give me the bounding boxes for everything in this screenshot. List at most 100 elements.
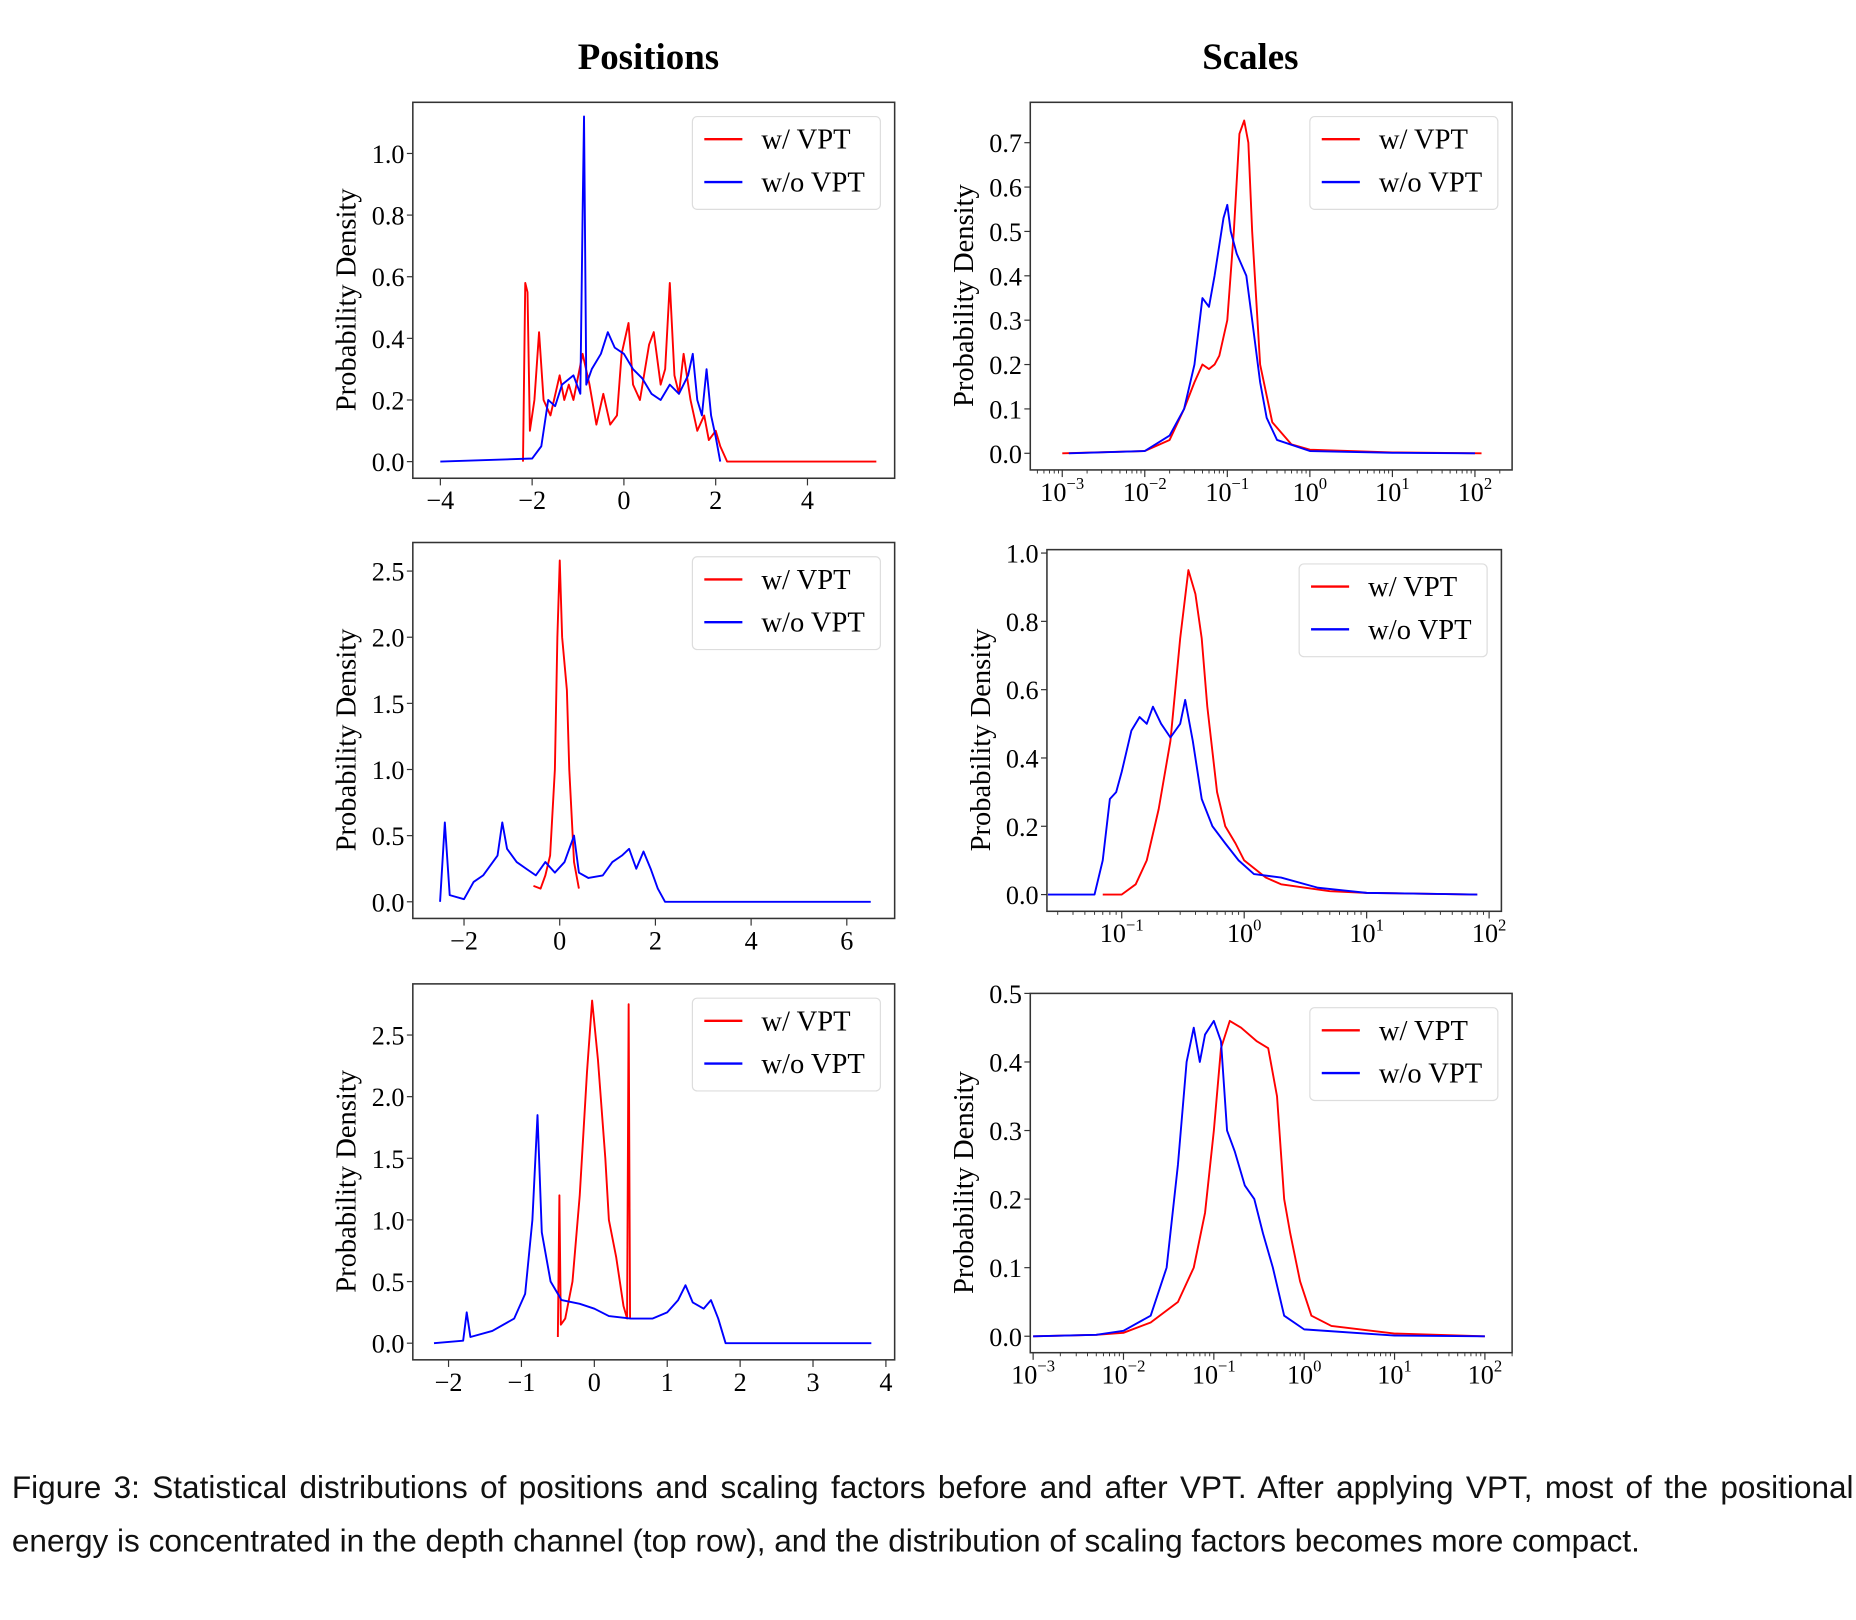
x-tick-label: 10−2 bbox=[1123, 474, 1167, 507]
series-line-w-vpt bbox=[1102, 569, 1478, 896]
x-tick-label: 10−1 bbox=[1100, 915, 1144, 948]
chart-scale-row1: 0.0 0.1 0.2 0.3 0.4 0.5 0.6 0.7 10−3 10−2 10−1 100 1… bbox=[949, 101, 1513, 507]
x-tick-label: −4 bbox=[426, 486, 454, 515]
column-title-positions: Positions bbox=[578, 36, 719, 77]
y-tick-label: 0.0 bbox=[372, 448, 405, 477]
x-tick-label: 100 bbox=[1293, 474, 1327, 507]
y-axis-label: Probability Density bbox=[966, 628, 997, 852]
x-tick-label: 102 bbox=[1472, 915, 1506, 948]
axes-frame bbox=[1046, 548, 1503, 913]
legend: w/ VPT w/o VPT bbox=[691, 556, 881, 651]
x-tick-label: 101 bbox=[1377, 1357, 1411, 1390]
chart-scale-row3: 0.0 0.1 0.2 0.3 0.4 0.5 10−3 10−2 10−1 100 101 102 P… bbox=[949, 980, 1513, 1390]
y-tick-label: 0.4 bbox=[989, 1048, 1022, 1077]
x-tick-label: 101 bbox=[1375, 474, 1409, 507]
legend-label: w/ VPT bbox=[1379, 1016, 1468, 1047]
x-tick-label: 2 bbox=[709, 486, 722, 515]
legend: w/ VPT w/o VPT bbox=[691, 997, 881, 1092]
legend-label: w/o VPT bbox=[761, 168, 864, 199]
x-tick-label: 10−1 bbox=[1192, 1357, 1236, 1390]
series-line-w-vpt bbox=[522, 281, 877, 463]
y-tick-label: 0.6 bbox=[989, 174, 1022, 203]
x-tick-label: 3 bbox=[806, 1368, 819, 1397]
y-tick-label: 0.3 bbox=[989, 1117, 1022, 1146]
axes-frame bbox=[1029, 992, 1513, 1354]
y-tick-label: 0.4 bbox=[1006, 744, 1039, 773]
x-tick-label: 10−1 bbox=[1205, 474, 1249, 507]
y-tick-label: 0.0 bbox=[372, 1330, 405, 1359]
y-tick-label: 1.0 bbox=[372, 756, 405, 785]
legend: w/ VPT w/o VPT bbox=[1298, 563, 1488, 658]
y-tick-label: 0.0 bbox=[989, 1323, 1022, 1352]
y-tick-label: 0.0 bbox=[989, 440, 1022, 469]
figure-caption: Figure 3: Statistical distributions of p… bbox=[11, 1469, 1854, 1559]
y-tick-label: 0.8 bbox=[1006, 608, 1039, 637]
y-tick-label: 0.5 bbox=[372, 1268, 405, 1297]
series-line-wo-vpt bbox=[440, 115, 722, 463]
y-tick-label: 0.5 bbox=[989, 218, 1022, 247]
chart-scale-row2: 0.0 0.2 0.4 0.6 0.8 1.0 10−1 100 101 102 Probabili… bbox=[966, 540, 1507, 949]
legend: w/ VPT w/o VPT bbox=[1309, 115, 1499, 210]
y-tick-label: 2.5 bbox=[372, 1022, 405, 1051]
x-tick-label: 2 bbox=[649, 926, 662, 955]
x-tick-label: 10−3 bbox=[1011, 1357, 1055, 1390]
x-tick-label: 10−2 bbox=[1102, 1357, 1146, 1390]
x-tick-label: −2 bbox=[435, 1368, 463, 1397]
legend-label: w/o VPT bbox=[761, 608, 864, 639]
chart-pos-row3: 0.0 0.5 1.0 1.5 2.0 2.5 −2 −1 0 1 2 3 4 Probability D… bbox=[332, 983, 896, 1397]
x-tick-label: 10−3 bbox=[1040, 474, 1084, 507]
x-tick-label: 0 bbox=[553, 926, 566, 955]
y-tick-label: 0.4 bbox=[989, 262, 1022, 291]
y-tick-label: 0.6 bbox=[1006, 676, 1039, 705]
y-tick-label: 1.0 bbox=[1006, 540, 1039, 569]
x-tick-label: 1 bbox=[661, 1368, 674, 1397]
legend-label: w/o VPT bbox=[1379, 1059, 1482, 1090]
y-tick-label: 0.0 bbox=[1006, 881, 1039, 910]
legend-label: w/ VPT bbox=[761, 125, 850, 156]
y-tick-label: 0.3 bbox=[989, 307, 1022, 336]
y-tick-label: 0.1 bbox=[989, 395, 1022, 424]
y-tick-label: 0.0 bbox=[372, 888, 405, 917]
y-axis-label: Probability Density bbox=[949, 184, 980, 408]
chart-pos-row2: 0.0 0.5 1.0 1.5 2.0 2.5 −2 0 2 4 6 Probability Dens… bbox=[332, 541, 896, 955]
y-tick-label: 0.2 bbox=[989, 1186, 1022, 1215]
x-tick-label: 100 bbox=[1287, 1357, 1321, 1390]
legend-label: w/ VPT bbox=[761, 565, 850, 596]
y-tick-label: 2.0 bbox=[372, 1083, 405, 1112]
series-line-w-vpt bbox=[533, 559, 580, 890]
series-line-wo-vpt bbox=[439, 821, 871, 903]
x-tick-label: 102 bbox=[1468, 1357, 1502, 1390]
column-title-scales: Scales bbox=[1202, 36, 1298, 77]
y-axis-label: Probability Density bbox=[332, 628, 363, 852]
series-line-wo-vpt bbox=[433, 1114, 872, 1345]
legend-label: w/o VPT bbox=[761, 1049, 864, 1080]
legend-label: w/o VPT bbox=[1379, 168, 1482, 199]
x-tick-label: 0 bbox=[617, 486, 630, 515]
y-axis-label: Probability Density bbox=[332, 1069, 363, 1293]
y-tick-label: 0.5 bbox=[989, 980, 1022, 1009]
x-tick-label: −1 bbox=[508, 1368, 536, 1397]
series-line-w-vpt bbox=[556, 999, 632, 1337]
axes-frame bbox=[412, 983, 896, 1361]
x-tick-label: 4 bbox=[745, 926, 758, 955]
y-tick-label: 1.5 bbox=[372, 1145, 405, 1174]
legend: w/ VPT w/o VPT bbox=[691, 115, 881, 210]
series-line-wo-vpt bbox=[1048, 698, 1478, 896]
series-line-w-vpt bbox=[1062, 119, 1482, 455]
x-tick-label: 101 bbox=[1349, 915, 1383, 948]
y-tick-label: 0.5 bbox=[372, 822, 405, 851]
y-tick-label: 2.0 bbox=[372, 624, 405, 653]
x-tick-label: −2 bbox=[518, 486, 546, 515]
y-axis-label: Probability Density bbox=[949, 1070, 980, 1294]
legend-label: w/ VPT bbox=[1379, 125, 1468, 156]
axes-frame bbox=[412, 101, 896, 480]
y-tick-label: 0.2 bbox=[1006, 813, 1039, 842]
x-tick-label: −2 bbox=[450, 926, 478, 955]
legend-label: w/ VPT bbox=[1368, 572, 1457, 603]
x-tick-label: 4 bbox=[801, 486, 814, 515]
x-tick-label: 102 bbox=[1458, 474, 1492, 507]
x-tick-label: 100 bbox=[1227, 915, 1261, 948]
series-line-wo-vpt bbox=[1033, 1019, 1485, 1338]
series-line-w-vpt bbox=[1033, 1019, 1485, 1338]
